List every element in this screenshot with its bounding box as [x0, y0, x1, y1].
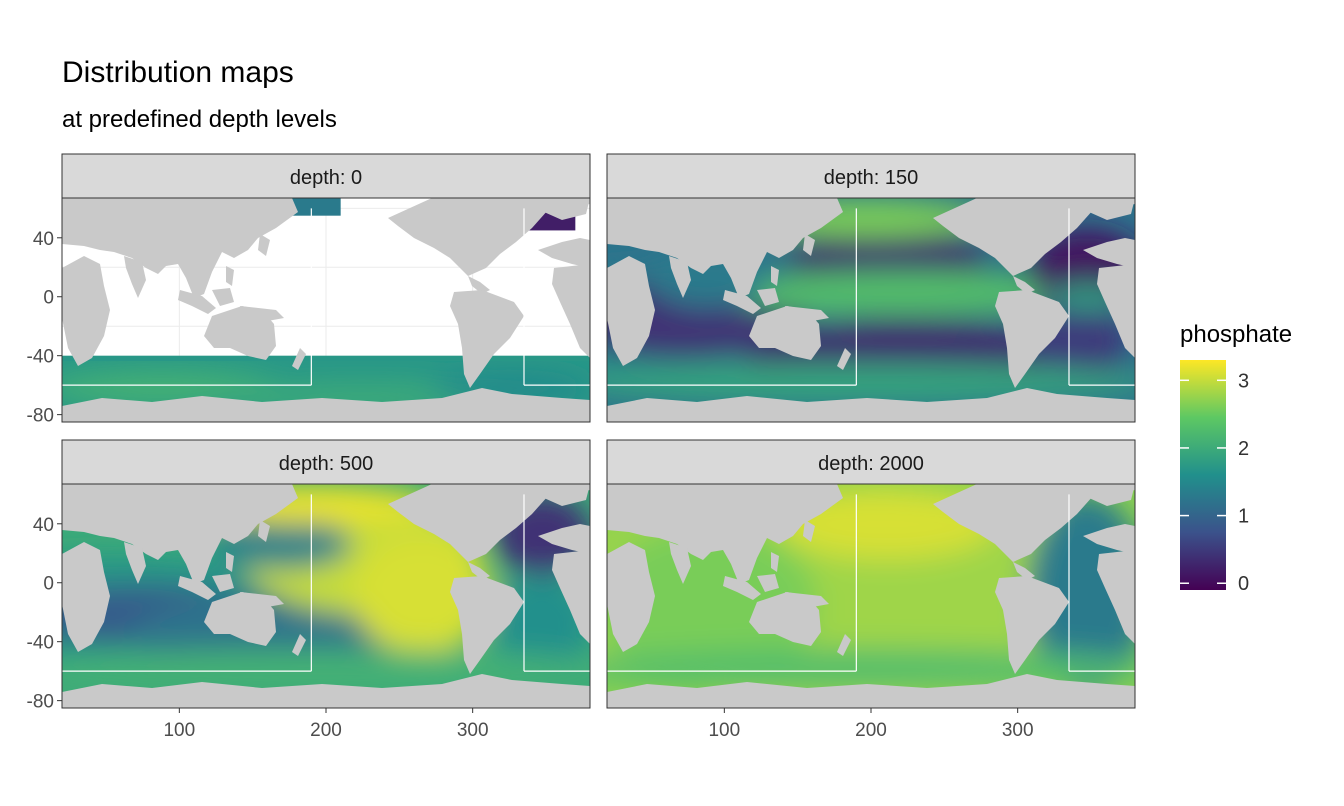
y-tick-label: 40 [33, 515, 54, 536]
panel-border [61, 197, 591, 423]
map-area [607, 484, 1135, 708]
facet-panel: depth: 150 [606, 153, 1136, 423]
facet-strip-label: depth: 500 [279, 453, 374, 475]
facet-strip-label: depth: 0 [290, 167, 362, 189]
map-area [62, 484, 590, 708]
panels-layer: depth: 0 depth: 150 depth: 500 depth: 2000 [61, 153, 1136, 709]
phosphate-blob [62, 649, 590, 689]
facet-strip-label: depth: 150 [824, 167, 919, 189]
facet-strip-label: depth: 2000 [818, 453, 924, 475]
x-tick-label: 200 [855, 720, 887, 741]
plot-subtitle: at predefined depth levels [62, 106, 337, 133]
y-tick-label: -40 [27, 347, 54, 368]
x-tick-label: 100 [163, 720, 195, 741]
facet-panel: depth: 2000 [606, 439, 1136, 709]
x-tick-label: 300 [1002, 720, 1034, 741]
y-tick-label: 0 [43, 288, 54, 309]
axes-layer: 40 0 -40 -80 40 0 -40 -80 100 200 300 100 200 300 [27, 229, 1034, 741]
legend-label: 2 [1238, 438, 1249, 460]
y-tick-label: -80 [27, 406, 54, 427]
plot-title: Distribution maps [62, 56, 294, 89]
legend-label: 3 [1238, 370, 1249, 392]
facet-strip [606, 439, 1136, 485]
panel-border [606, 197, 1136, 423]
phosphate-blob [352, 534, 492, 654]
y-tick-label: 0 [43, 574, 54, 595]
facet-panel: depth: 0 [61, 153, 591, 423]
legend-title: phosphate [1180, 321, 1292, 348]
y-tick-label: -80 [27, 692, 54, 713]
legend-label: 0 [1238, 573, 1249, 595]
map-area [607, 198, 1135, 422]
phosphate-blob [607, 649, 1135, 689]
legend-label: 1 [1238, 506, 1249, 528]
y-tick-label: -40 [27, 633, 54, 654]
x-tick-label: 100 [708, 720, 740, 741]
phosphate-blob [607, 524, 817, 684]
legend: phosphate 3 2 1 0 [1180, 321, 1292, 595]
facet-panel: depth: 500 [61, 439, 591, 709]
facet-strip [61, 439, 591, 485]
x-tick-label: 200 [310, 720, 342, 741]
x-tick-label: 300 [457, 720, 489, 741]
facet-strip [606, 153, 1136, 199]
phosphate-blob [607, 363, 1135, 403]
legend-colorbar [1180, 360, 1226, 590]
y-tick-label: 40 [33, 229, 54, 250]
map-area [62, 198, 590, 422]
